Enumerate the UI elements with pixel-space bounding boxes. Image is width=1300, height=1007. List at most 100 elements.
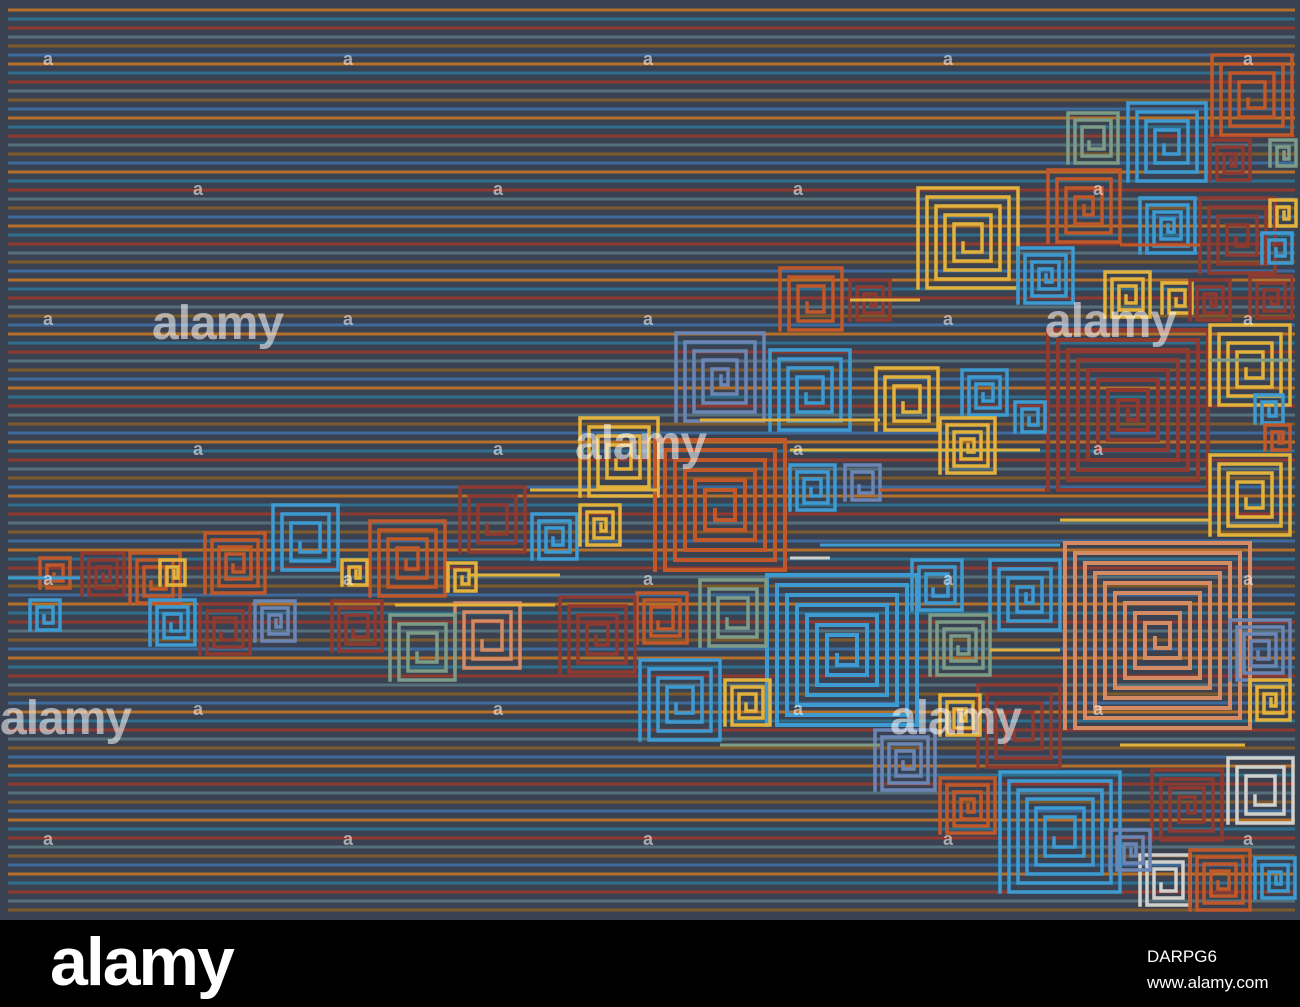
spiral-square	[446, 561, 478, 593]
spiral-square	[330, 599, 384, 653]
watermark-mark: a	[43, 569, 54, 589]
spiral-square	[1268, 138, 1298, 168]
watermark-mark: a	[1093, 699, 1104, 719]
spiral-square	[148, 598, 197, 647]
spiral-square	[1198, 196, 1277, 275]
spiral-pattern-artwork: a a a a a a a a a a a a a a a a a a a a a a a a a a a a a a a a	[8, 8, 1298, 912]
spiral-square	[578, 416, 660, 498]
watermark-mark: a	[1243, 829, 1254, 849]
watermark-text: alamy	[0, 692, 132, 745]
watermark-mark: a	[43, 309, 54, 329]
watermark-mark: a	[343, 569, 354, 589]
spiral-square	[765, 573, 919, 727]
watermark-marks: a a a a a a a a a a a a a a a a a a a a a a a a a a a a a a a a	[43, 49, 1254, 849]
watermark-mark: a	[793, 179, 804, 199]
spiral-square	[1188, 848, 1252, 912]
watermark-mark: a	[493, 699, 504, 719]
spiral-square	[1103, 270, 1152, 319]
spiral-square	[698, 578, 768, 648]
watermark-mark: a	[1093, 439, 1104, 459]
spiral-squares	[8, 53, 1298, 912]
spiral-square	[203, 531, 267, 595]
spiral-square	[1248, 274, 1294, 320]
spiral-square	[253, 599, 297, 643]
spiral-square	[874, 366, 940, 432]
watermark-mark: a	[343, 309, 354, 329]
watermark-mark: a	[1243, 569, 1254, 589]
image-code: DARPG6	[1147, 947, 1217, 966]
watermark-mark: a	[643, 49, 654, 69]
spiral-square	[1066, 111, 1120, 165]
spiral-square	[1226, 756, 1295, 825]
watermark-mark: a	[793, 439, 804, 459]
watermark-mark: a	[643, 829, 654, 849]
spiral-square	[38, 556, 72, 590]
spiral-square	[158, 558, 187, 587]
spiral-square	[530, 512, 579, 561]
spiral-square	[988, 558, 1062, 632]
watermark-mark: a	[793, 699, 804, 719]
spiral-square	[843, 463, 882, 502]
spiral-square	[198, 602, 252, 656]
spiral-square	[653, 438, 787, 572]
spiral-square	[1260, 231, 1294, 265]
watermark-mark: a	[493, 439, 504, 459]
watermark-mark: a	[193, 699, 204, 719]
spiral-square	[910, 558, 964, 612]
watermark-mark: a	[343, 829, 354, 849]
spiral-square	[1150, 768, 1224, 842]
watermark-mark: a	[193, 439, 204, 459]
watermark-mark: a	[943, 569, 954, 589]
spiral-square	[1208, 453, 1292, 537]
spiral-square	[453, 601, 522, 670]
spiral-square	[1046, 328, 1210, 492]
watermark-mark: a	[193, 179, 204, 199]
spiral-square	[1046, 168, 1122, 244]
spiral-square	[271, 503, 340, 572]
watermark-mark: a	[493, 179, 504, 199]
spiral-square	[1208, 323, 1292, 407]
horizontal-stripes	[8, 8, 1295, 912]
spiral-square	[723, 678, 772, 727]
spiral-square	[998, 770, 1122, 894]
watermark-mark: a	[343, 49, 354, 69]
spiral-square	[1210, 53, 1294, 137]
watermark-mark: a	[1243, 49, 1254, 69]
footer-bar	[0, 920, 1300, 1007]
spiral-square	[873, 728, 937, 792]
spiral-square	[80, 551, 126, 597]
spiral-square	[368, 519, 447, 598]
watermark-mark: a	[1093, 179, 1104, 199]
watermark-mark: a	[643, 309, 654, 329]
spiral-square	[960, 368, 1009, 417]
watermark-mark: a	[43, 49, 54, 69]
spiral-square	[1108, 828, 1152, 872]
spiral-square	[1208, 138, 1252, 182]
spiral-square	[938, 693, 982, 737]
spiral-square	[388, 613, 457, 682]
spiral-square	[674, 331, 766, 423]
spiral-square	[340, 558, 369, 587]
spiral-square	[788, 463, 837, 512]
watermark-mark: a	[1243, 309, 1254, 329]
footer-logo: alamy	[50, 924, 235, 1000]
spiral-square	[1016, 246, 1075, 305]
watermark-mark: a	[643, 569, 654, 589]
spiral-square	[1013, 400, 1047, 434]
spiral-square	[578, 503, 622, 547]
spiral-square	[28, 598, 62, 632]
spiral-square	[1063, 541, 1252, 730]
spiral-square	[768, 348, 852, 432]
spiral-square	[458, 485, 527, 554]
watermark-mark: a	[943, 829, 954, 849]
spiral-square	[938, 776, 997, 835]
watermark-mark: a	[43, 829, 54, 849]
spiral-square	[635, 591, 689, 645]
spiral-square	[1138, 196, 1197, 255]
watermark-mark: a	[943, 49, 954, 69]
spiral-square	[1263, 423, 1292, 452]
spiral-square	[638, 658, 722, 742]
spiral-square	[928, 613, 992, 677]
spiral-square	[1253, 393, 1285, 425]
footer-url: www.alamy.com	[1147, 973, 1269, 992]
